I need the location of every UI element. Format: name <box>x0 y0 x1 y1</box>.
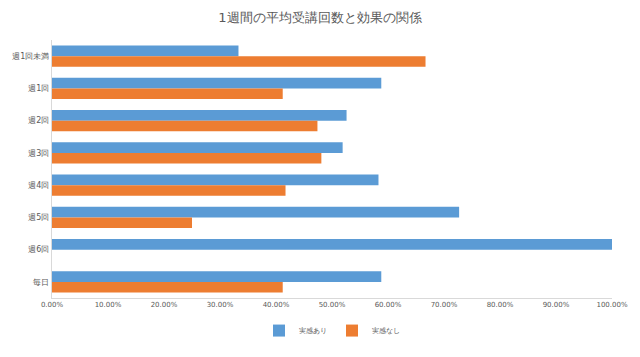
svg-text:週2回: 週2回 <box>28 116 49 125</box>
svg-text:30.00%: 30.00% <box>207 301 234 309</box>
svg-text:実感あり: 実感あり <box>299 327 327 335</box>
svg-text:0.00%: 0.00% <box>41 301 64 309</box>
svg-text:40.00%: 40.00% <box>263 301 290 309</box>
svg-text:10.00%: 10.00% <box>95 301 122 309</box>
svg-text:60.00%: 60.00% <box>375 301 402 309</box>
svg-text:毎日: 毎日 <box>33 278 49 287</box>
svg-text:週3回: 週3回 <box>28 149 49 158</box>
svg-text:80.00%: 80.00% <box>487 301 514 309</box>
svg-text:90.00%: 90.00% <box>543 301 570 309</box>
svg-text:週4回: 週4回 <box>28 181 49 190</box>
svg-text:週1回: 週1回 <box>28 84 49 93</box>
svg-text:50.00%: 50.00% <box>319 301 346 309</box>
svg-text:20.00%: 20.00% <box>151 301 178 309</box>
svg-text:実感なし: 実感なし <box>372 327 400 335</box>
svg-text:70.00%: 70.00% <box>431 301 458 309</box>
svg-text:週1回未満: 週1回未満 <box>12 52 49 61</box>
svg-text:週6回: 週6回 <box>28 245 49 254</box>
svg-text:週5回: 週5回 <box>28 213 49 222</box>
svg-text:100.00%: 100.00% <box>596 301 627 309</box>
svg-text:1週間の平均受講回数と効果の関係: 1週間の平均受講回数と効果の関係 <box>218 10 421 25</box>
